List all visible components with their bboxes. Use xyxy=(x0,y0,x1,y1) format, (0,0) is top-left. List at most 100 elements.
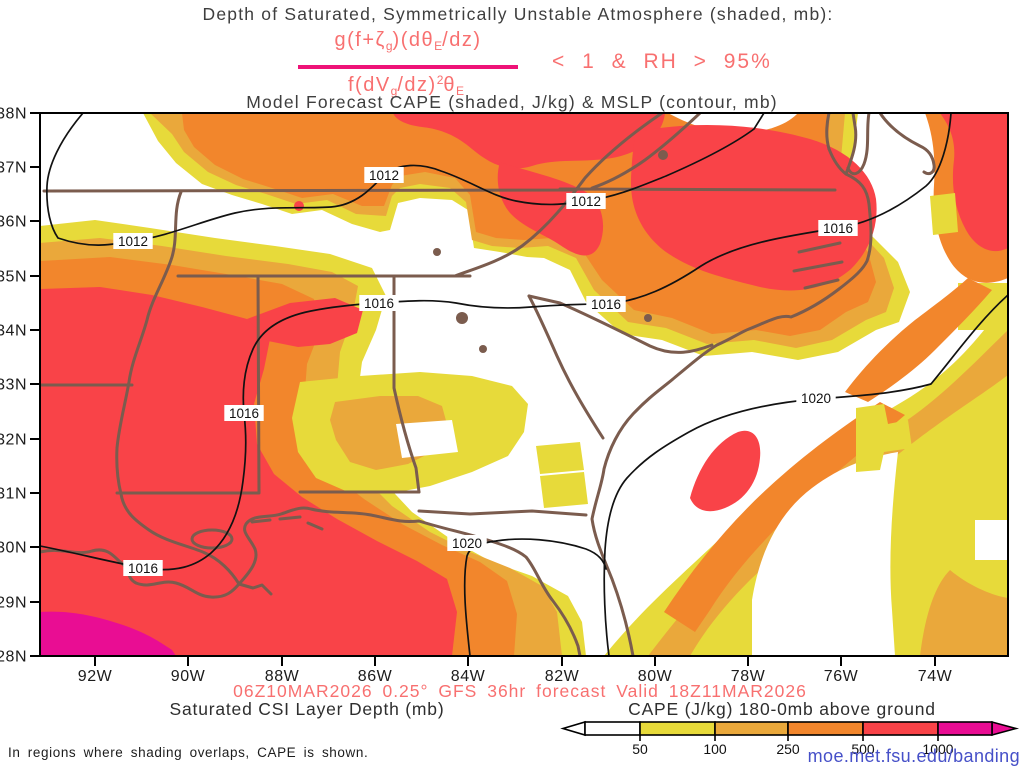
formula-segment: /dz) xyxy=(442,29,482,51)
colorbar-segment xyxy=(862,721,939,736)
colorbar-tick-label: 1000 xyxy=(922,741,953,757)
shade-red-tongue-sc xyxy=(497,162,604,256)
lat-tick-label: 32N xyxy=(0,432,27,449)
formula-segment: /dz) xyxy=(397,74,437,96)
border-ms-al xyxy=(256,274,261,495)
lon-tick-label: 76W xyxy=(824,668,859,685)
colorbar-left-spike xyxy=(560,720,586,737)
formula-segment: )(d xyxy=(392,29,422,51)
lon-tick-label: 74W xyxy=(918,668,953,685)
colorbar-segment xyxy=(937,721,993,736)
contour-label-text: 1016 xyxy=(128,561,158,576)
formula-segment: θ xyxy=(421,29,435,51)
lon-tick-label: 90W xyxy=(171,668,206,685)
shade-se-white-hole xyxy=(752,452,898,655)
caption-cape: CAPE (J/kg) 180-0mb above ground xyxy=(628,699,936,719)
barrier-island-dashes xyxy=(250,515,324,531)
contour-label-text: 1016 xyxy=(591,297,621,312)
colorbar-tick-label: 250 xyxy=(776,741,800,757)
formula-segment: g xyxy=(385,39,393,53)
lat-tick-label: 33N xyxy=(0,377,27,394)
contour-label-box xyxy=(447,535,487,551)
formula-condition: < 1 & RH > 95% xyxy=(552,50,772,73)
colorbar-segment xyxy=(787,721,864,736)
lat-tick-label: 37N xyxy=(0,160,27,177)
lon-tick-label: 82W xyxy=(545,668,580,685)
source-url-link[interactable]: moe.met.fsu.edu/banding xyxy=(807,746,1020,766)
formula-segment: g xyxy=(390,84,398,98)
lon-tick-label: 78W xyxy=(731,668,766,685)
contour-label-box xyxy=(364,167,404,183)
border-ky-va-diagonal xyxy=(590,114,702,190)
colorbar-tick-label: 100 xyxy=(703,741,727,757)
page-title: Depth of Saturated, Symmetrically Unstab… xyxy=(202,4,834,24)
contour-label-box xyxy=(113,233,153,249)
lon-tick-label: 88W xyxy=(265,668,300,685)
shade-ne-red xyxy=(940,114,1007,252)
atlantic-coastline xyxy=(590,147,873,655)
lon-tick-label: 80W xyxy=(638,668,673,685)
colorbar-tick-label: 500 xyxy=(851,741,875,757)
cape-shading-layer xyxy=(41,114,1007,655)
contour-1020-atlantic xyxy=(603,294,1007,655)
lat-tick-label: 29N xyxy=(0,595,27,612)
map-content: 1012 1012 1012 1016 1016 1016 1016 1016 1020 1020 xyxy=(41,114,1007,655)
contour-label-box xyxy=(586,296,626,312)
shade-sga-yellow-cell xyxy=(536,442,584,474)
shade-se-corner-yellow-orange xyxy=(920,570,1007,655)
lat-tick-label: 30N xyxy=(0,540,27,557)
lon-tick-label: 84W xyxy=(451,668,486,685)
contour-label-text: 1020 xyxy=(801,391,831,406)
contour-label-box xyxy=(224,405,264,421)
pamlico-sounds xyxy=(792,241,844,290)
shade-se-red-blob xyxy=(690,430,761,512)
longitude-axis: 92W 90W 88W 86W 84W 82W 80W 78W 76W 74W xyxy=(78,656,953,685)
contour-label-text: 1012 xyxy=(369,168,399,183)
lat-tick-label: 31N xyxy=(0,486,27,503)
contour-label-group: 1012 1012 1012 1016 1016 1016 1016 1016 1020 1020 xyxy=(113,167,858,576)
contour-label-box xyxy=(359,295,399,311)
contour-1012 xyxy=(46,114,765,246)
colorbar-segment xyxy=(584,721,641,736)
shade-magenta-sw xyxy=(41,611,176,655)
formula-numerator: g(f+ζg)(dθE/dz) xyxy=(335,29,482,53)
lat-tick-label: 36N xyxy=(0,214,27,231)
gulf-coastline xyxy=(41,506,582,655)
shade-ne-yellow-cell1 xyxy=(930,193,958,235)
contour-1020-florida xyxy=(463,538,607,655)
formula-denominator: f(dVg/dz)2θE xyxy=(348,73,464,98)
colorbar-right-spike xyxy=(991,720,1020,737)
contour-label-box xyxy=(818,220,858,236)
colorbar-segment xyxy=(639,721,716,736)
savannah-river xyxy=(527,294,605,440)
lon-tick-label: 86W xyxy=(358,668,393,685)
formula-segment: θ xyxy=(443,74,457,96)
shade-red-tongue-ms xyxy=(247,298,363,347)
shade-mid-yellow-cells xyxy=(856,404,912,472)
shade-red-top-edge xyxy=(393,114,665,169)
lake-pontchartrain xyxy=(190,528,234,550)
contour-label-box xyxy=(566,193,606,209)
formula-segment: ζ xyxy=(375,29,386,51)
border-nc-sc xyxy=(527,294,714,354)
formula-segment: E xyxy=(456,84,465,98)
lat-tick-label: 35N xyxy=(0,269,27,286)
cape-colorbar: 50 100 250 500 1000 xyxy=(560,720,1020,757)
contour-label-text: 1016 xyxy=(364,296,394,311)
contour-label-box xyxy=(796,390,836,406)
mississippi-river xyxy=(115,190,273,596)
contour-label-text: 1020 xyxy=(452,536,482,551)
formula-segment: 2 xyxy=(436,73,444,87)
contour-label-text: 1016 xyxy=(823,221,853,236)
latitude-axis: 38N 37N 36N 35N 34N 33N 32N 31N 30N 29N 28N xyxy=(0,106,40,666)
contour-label-box xyxy=(123,560,163,576)
shade-fl-yellow-cell xyxy=(540,472,588,508)
lon-tick-label: 92W xyxy=(78,668,113,685)
formula-segment: f(dV xyxy=(347,74,391,96)
chesapeake-delmarva xyxy=(825,114,936,176)
contour-label-text: 1012 xyxy=(571,194,601,209)
lat-tick-label: 28N xyxy=(0,649,27,666)
border-al-ga xyxy=(392,274,421,494)
